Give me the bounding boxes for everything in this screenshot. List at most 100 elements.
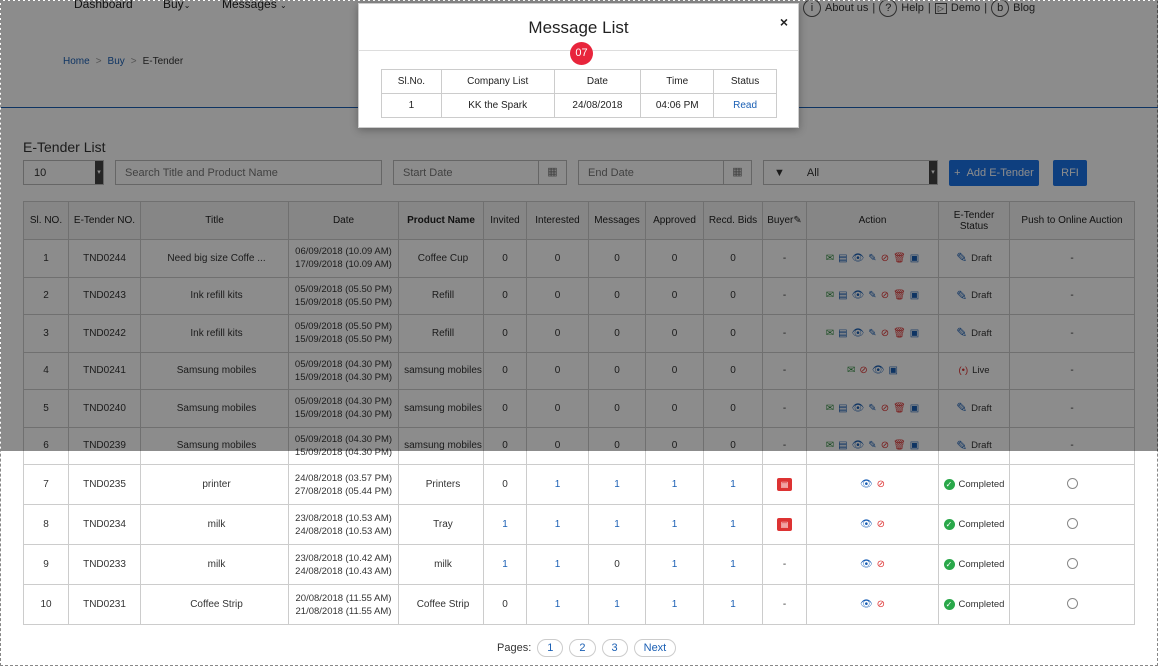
cell-approved[interactable]: 1 [645, 464, 704, 505]
cancel-icon[interactable]: ⊘ [880, 327, 890, 339]
cell-bids-link[interactable]: 1 [730, 519, 736, 530]
cell-bids-link[interactable]: 1 [730, 479, 736, 490]
cell-bids-link[interactable]: 1 [730, 599, 736, 610]
mail-icon[interactable]: ✉ [825, 252, 835, 264]
cell-approved-link[interactable]: 1 [671, 559, 678, 570]
add-etender-button[interactable]: + Add E-Tender [949, 160, 1039, 186]
end-date-field[interactable]: End Date ▦ [578, 160, 752, 185]
cell-approved[interactable]: 1 [645, 584, 704, 625]
calendar-icon[interactable]: ▦ [538, 161, 566, 184]
cell-approved-link[interactable]: 1 [671, 479, 678, 490]
cell-invited[interactable]: 1 [483, 504, 527, 545]
cell-messages[interactable]: 1 [588, 584, 646, 625]
inbox-icon[interactable]: ▣ [888, 365, 898, 377]
mail-icon[interactable]: ✉ [825, 327, 835, 339]
page-2[interactable]: 2 [569, 639, 596, 657]
view-icon[interactable]: 👁 [851, 327, 865, 339]
delete-icon[interactable]: 🗑 [893, 252, 906, 264]
cell-messages-link[interactable]: 1 [614, 479, 620, 490]
demo-link[interactable]: Demo [950, 2, 981, 14]
push-auction-radio[interactable] [1066, 517, 1078, 529]
cell-approved-link[interactable]: 1 [671, 599, 678, 610]
cell-interested[interactable]: 1 [526, 544, 589, 585]
view-icon[interactable]: 👁 [851, 440, 865, 452]
page-3[interactable]: 3 [601, 639, 628, 657]
nav-dashboard[interactable]: Dashboard [74, 0, 133, 11]
mail-icon[interactable]: ✉ [847, 365, 856, 377]
edit-icon[interactable]: ✎ [868, 252, 877, 264]
view-icon[interactable]: 👁 [851, 252, 865, 264]
page-1[interactable]: 1 [537, 639, 564, 657]
cell-approved[interactable]: 1 [645, 504, 704, 545]
delete-icon[interactable]: 🗑 [893, 402, 906, 414]
view-icon[interactable]: 👁 [851, 402, 865, 414]
inbox-icon[interactable]: ▣ [909, 440, 920, 452]
inbox-icon[interactable]: ▣ [909, 402, 920, 414]
mail-icon[interactable]: ✉ [825, 402, 835, 414]
cell-messages-link[interactable]: 1 [614, 599, 620, 610]
edit-icon[interactable]: ✎ [868, 440, 877, 452]
cancel-icon[interactable]: ⊘ [876, 519, 886, 530]
view-icon[interactable]: 👁 [859, 559, 873, 570]
cell-bids-link[interactable]: 1 [730, 559, 736, 570]
about-link[interactable]: About us [825, 2, 869, 14]
page-size-select[interactable]: 10 ▾ [23, 160, 104, 185]
close-icon[interactable]: × [779, 14, 788, 30]
push-auction-radio[interactable] [1066, 597, 1078, 609]
edit-icon[interactable]: ✎ [868, 290, 877, 302]
edit-icon[interactable]: ✎ [868, 327, 877, 339]
cell-messages[interactable]: 1 [588, 464, 646, 505]
cancel-icon[interactable]: ⊘ [880, 290, 890, 302]
calendar-icon[interactable]: ▦ [723, 161, 751, 184]
delete-icon[interactable]: 🗑 [893, 290, 906, 302]
cancel-icon[interactable]: ⊘ [876, 599, 886, 610]
delete-icon[interactable]: 🗑 [893, 440, 906, 452]
book-icon[interactable]: ▤ [838, 252, 848, 264]
cell-invited-link[interactable]: 1 [502, 559, 508, 570]
cell-interested-link[interactable]: 1 [554, 519, 561, 530]
cell-bids[interactable]: 1 [703, 464, 763, 505]
view-icon[interactable]: 👁 [859, 479, 873, 490]
cell-bids[interactable]: 1 [703, 584, 763, 625]
cell-interested-link[interactable]: 1 [554, 599, 561, 610]
cell-bids[interactable]: 1 [703, 504, 763, 545]
inbox-icon[interactable]: ▣ [909, 252, 920, 264]
buyer-pdf-icon[interactable]: ▤ [777, 478, 792, 491]
cancel-icon[interactable]: ⊘ [859, 365, 868, 377]
start-date-field[interactable]: Start Date ▦ [393, 160, 567, 185]
cell-invited-link[interactable]: 1 [502, 519, 508, 530]
cell-interested[interactable]: 1 [526, 504, 589, 545]
cell-bids[interactable]: 1 [703, 544, 763, 585]
read-link[interactable]: Read [733, 100, 758, 111]
rfi-button[interactable]: RFI [1053, 160, 1087, 186]
cell-interested-link[interactable]: 1 [554, 479, 561, 490]
search-input[interactable]: Search Title and Product Name [115, 160, 382, 185]
cell-approved[interactable]: 1 [645, 544, 704, 585]
cancel-icon[interactable]: ⊘ [880, 402, 890, 414]
view-icon[interactable]: 👁 [871, 365, 885, 377]
book-icon[interactable]: ▤ [838, 327, 848, 339]
view-icon[interactable]: 👁 [851, 290, 865, 302]
edit-icon[interactable]: ✎ [868, 402, 877, 414]
cancel-icon[interactable]: ⊘ [876, 559, 886, 570]
cell-interested[interactable]: 1 [526, 584, 589, 625]
inbox-icon[interactable]: ▣ [909, 290, 920, 302]
buyer-pdf-icon[interactable]: ▤ [777, 518, 792, 531]
nav-buy[interactable]: Buy⌄ [163, 0, 190, 11]
help-link[interactable]: Help [901, 2, 924, 14]
book-icon[interactable]: ▤ [838, 290, 848, 302]
nav-messages[interactable]: Messages ⌄ [222, 0, 287, 11]
cancel-icon[interactable]: ⊘ [876, 479, 886, 490]
cell-messages-link[interactable]: 1 [614, 519, 620, 530]
view-icon[interactable]: 👁 [859, 519, 873, 530]
inbox-icon[interactable]: ▣ [909, 327, 920, 339]
book-icon[interactable]: ▤ [838, 440, 848, 452]
cancel-icon[interactable]: ⊘ [880, 252, 890, 264]
breadcrumb-buy[interactable]: Buy [107, 56, 125, 67]
push-auction-radio[interactable] [1066, 557, 1078, 569]
view-icon[interactable]: 👁 [859, 599, 873, 610]
mail-icon[interactable]: ✉ [825, 290, 835, 302]
delete-icon[interactable]: 🗑 [893, 327, 906, 339]
cell-approved-link[interactable]: 1 [671, 519, 678, 530]
cell-interested-link[interactable]: 1 [554, 559, 561, 570]
